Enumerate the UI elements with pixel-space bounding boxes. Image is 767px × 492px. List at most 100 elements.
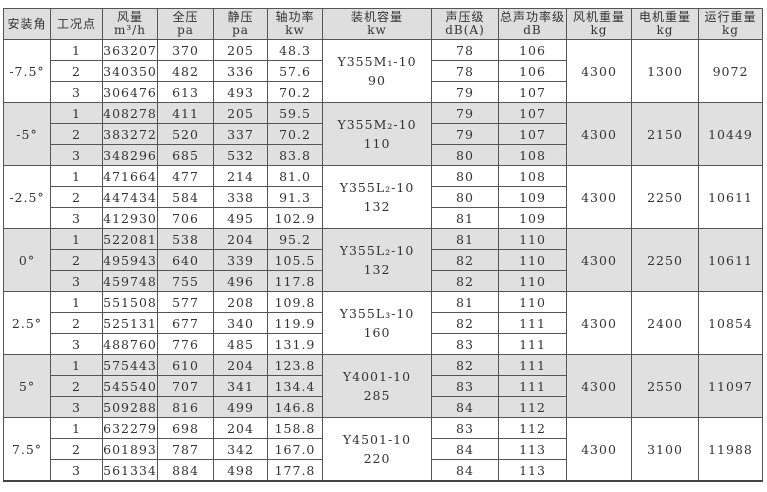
- motor-power: 132: [363, 262, 391, 277]
- static-pressure: 338: [213, 186, 268, 208]
- column-header-name: 总声功率级: [499, 10, 565, 24]
- operating-point: 3: [50, 459, 103, 482]
- static-pressure: 499: [213, 396, 268, 418]
- motor-model: Y355L₃-10: [339, 306, 415, 321]
- motor-weight: 2250: [631, 228, 699, 292]
- air-volume: 575443: [102, 354, 158, 376]
- column-header: 轴功率 kw: [267, 8, 323, 40]
- column-header: 总声功率级 dB: [498, 8, 567, 40]
- running-weight: 10611: [698, 165, 763, 229]
- static-pressure: 532: [213, 144, 268, 166]
- install-angle: -5°: [3, 102, 51, 166]
- total-pressure: 538: [157, 228, 214, 250]
- sound-pressure-level: 78: [431, 60, 499, 82]
- sound-pressure-level: 83: [431, 375, 499, 397]
- table-row: 2 383272 520 337 70.2 79 107: [4, 123, 763, 145]
- table-row: 2 601893 787 342 167.0 84 113: [4, 438, 763, 460]
- sound-pressure-level: 84: [431, 396, 499, 418]
- sound-power-level: 110: [498, 270, 567, 292]
- air-volume: 561334: [102, 459, 158, 482]
- sound-power-level: 111: [498, 312, 567, 334]
- operating-point: 1: [50, 228, 103, 250]
- motor-power: 285: [363, 388, 391, 403]
- motor-weight: 2550: [631, 354, 699, 418]
- table-row: 3 348296 685 532 83.8 80 108: [4, 144, 763, 166]
- air-volume: 447434: [102, 186, 158, 208]
- install-angle: 7.5°: [3, 417, 51, 482]
- installed-capacity: Y4001-10 285: [322, 354, 432, 418]
- air-volume: 551508: [102, 291, 158, 313]
- table-row: 3 509288 816 499 146.8 84 112: [4, 396, 763, 418]
- running-weight: 11988: [698, 417, 763, 482]
- table-row: 2.5° 1 551508 577 208 109.8 Y355L₃-10 160 81 110 4…: [3, 291, 763, 355]
- install-angle: -7.5°: [3, 39, 51, 103]
- sound-power-level: 108: [498, 144, 567, 166]
- column-header-name: 声压级: [445, 10, 485, 24]
- fan-performance-table: 安装角 工况点 风量 m³/h 全压 pa 静压 pa 轴功率 kw 装机容量 kw 声压级 dB(A) 总…: [3, 8, 763, 482]
- total-pressure: 520: [157, 123, 214, 145]
- table-row: -5° 1 408278 411 205 59.5 Y355M₂-10 110 79 107 430…: [3, 102, 763, 166]
- table-row: -2.5° 1 471664 477 214 81.0 Y355L₂-10 132 80 108 4…: [3, 165, 763, 229]
- sound-power-level: 109: [498, 186, 567, 208]
- sound-pressure-level: 80: [431, 165, 499, 187]
- column-header-unit: kw: [285, 23, 305, 37]
- sound-power-level: 110: [498, 291, 567, 313]
- operating-point: 3: [50, 207, 103, 229]
- sound-pressure-level: 82: [431, 312, 499, 334]
- operating-point: 2: [50, 60, 103, 82]
- shaft-power: 83.8: [267, 144, 323, 166]
- operating-point: 3: [50, 333, 103, 355]
- sound-pressure-level: 84: [431, 459, 499, 482]
- fan-weight: 4300: [566, 165, 632, 229]
- table-row: 2 340350 482 336 57.6 78 106: [4, 60, 763, 82]
- static-pressure: 496: [213, 270, 268, 292]
- table-row: 2 447434 584 338 91.3 80 109: [4, 186, 763, 208]
- table-row: 0° 1 522081 538 204 95.2 Y355L₂-10 132 81 110 4300…: [3, 228, 763, 292]
- sound-power-level: 111: [498, 354, 567, 376]
- static-pressure: 339: [213, 249, 268, 271]
- operating-point: 3: [50, 144, 103, 166]
- air-volume: 525131: [102, 312, 158, 334]
- sound-power-level: 107: [498, 123, 567, 145]
- sound-power-level: 108: [498, 165, 567, 187]
- static-pressure: 204: [213, 417, 268, 439]
- column-header: 运行重量 kg: [698, 8, 763, 40]
- running-weight: 9072: [698, 39, 763, 103]
- motor-weight: 2250: [631, 165, 699, 229]
- column-header-unit: kg: [656, 23, 674, 37]
- sound-pressure-level: 82: [431, 354, 499, 376]
- static-pressure: 337: [213, 123, 268, 145]
- install-angle: -2.5°: [3, 165, 51, 229]
- motor-model: Y355L₂-10: [339, 243, 415, 258]
- air-volume: 522081: [102, 228, 158, 250]
- air-volume: 340350: [102, 60, 158, 82]
- fan-weight: 4300: [566, 291, 632, 355]
- installed-capacity: Y355L₂-10 132: [322, 228, 432, 292]
- static-pressure: 498: [213, 459, 268, 482]
- sound-power-level: 111: [498, 375, 567, 397]
- table-row: 3 459748 755 496 117.8 82 110: [4, 270, 763, 292]
- shaft-power: 70.2: [267, 123, 323, 145]
- air-volume: 495943: [102, 249, 158, 271]
- operating-point: 3: [50, 396, 103, 418]
- static-pressure: 340: [213, 312, 268, 334]
- motor-model: Y355M₂-10: [337, 117, 417, 132]
- total-pressure: 685: [157, 144, 214, 166]
- operating-point: 1: [50, 39, 103, 61]
- sound-pressure-level: 80: [431, 144, 499, 166]
- column-header-unit: kg: [722, 23, 739, 37]
- motor-power: 160: [363, 325, 391, 340]
- table-row: 3 488760 776 485 131.9 83 111: [4, 333, 763, 355]
- total-pressure: 584: [157, 186, 214, 208]
- static-pressure: 493: [213, 81, 268, 103]
- table-row: 2 545540 707 341 134.4 83 111: [4, 375, 763, 397]
- running-weight: 10854: [698, 291, 763, 355]
- shaft-power: 177.8: [267, 459, 323, 482]
- column-header: 全压 pa: [157, 8, 214, 40]
- column-header-name: 装机容量: [350, 10, 403, 24]
- motor-power: 220: [363, 451, 391, 466]
- sound-pressure-level: 78: [431, 39, 499, 61]
- static-pressure: 214: [213, 165, 268, 187]
- sound-power-level: 110: [498, 249, 567, 271]
- motor-weight: 2400: [631, 291, 699, 355]
